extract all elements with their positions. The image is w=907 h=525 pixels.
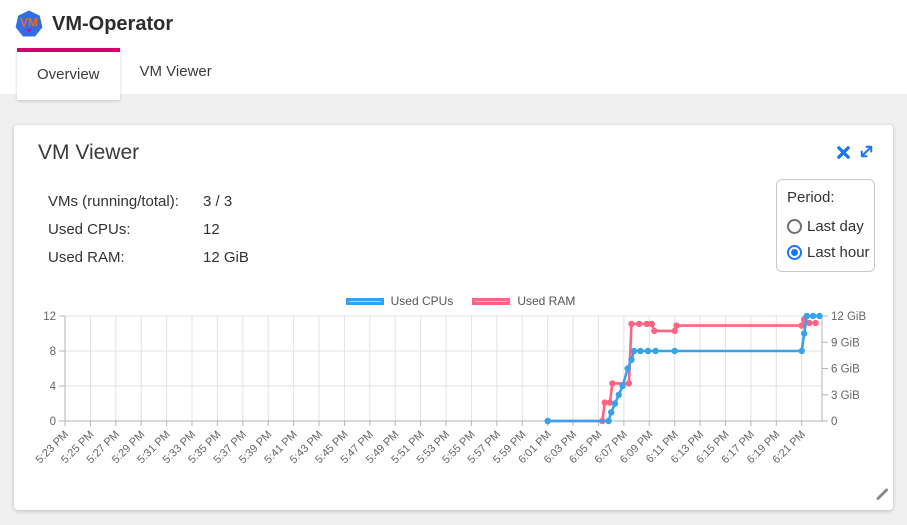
svg-text:12 GiB: 12 GiB	[831, 311, 866, 323]
legend-item-used-ram[interactable]: Used RAM	[472, 294, 575, 308]
logo-vm-text: VM	[20, 16, 38, 30]
vm-viewer-card: VM Viewer VMs (running/total): 3 / 3 Used …	[14, 125, 893, 510]
stat-label: Used RAM:	[48, 248, 125, 266]
period-options: Last day Last hour	[787, 213, 874, 265]
vm-stats: VMs (running/total): 3 / 3 Used CPUs: 12 Use…	[48, 187, 249, 271]
radio-checked-icon[interactable]	[787, 244, 802, 260]
stat-value: 12 GiB	[203, 248, 249, 266]
period-radio-group: Period: Last day Last hour	[776, 179, 875, 272]
resize-handle-icon[interactable]	[874, 486, 890, 502]
stat-value: 3 / 3	[203, 192, 233, 210]
svg-text:9 GiB: 9 GiB	[831, 337, 860, 349]
usage-chart[interactable]: 5:23 PM5:25 PM5:27 PM5:29 PM5:31 PM5:33 …	[28, 306, 894, 484]
expand-icon[interactable]	[858, 143, 875, 160]
legend-swatch-icon	[472, 297, 511, 305]
radio-label: Last hour	[807, 243, 870, 261]
app-title: VM-Operator	[52, 12, 174, 35]
tab-bar: Overview VM Viewer	[0, 48, 907, 100]
stat-value: 12	[203, 220, 220, 238]
stat-row: Used CPUs: 12	[48, 215, 249, 243]
radio-label: Last day	[807, 217, 864, 235]
stat-row: Used RAM: 12 GiB	[48, 243, 249, 271]
legend-label: Used CPUs	[390, 294, 454, 308]
svg-text:8: 8	[50, 346, 56, 358]
svg-text:0: 0	[831, 416, 837, 428]
logo-caret	[26, 29, 32, 33]
svg-text:0: 0	[50, 416, 56, 428]
radio-unchecked-icon[interactable]	[787, 218, 802, 234]
svg-text:12: 12	[43, 311, 56, 323]
radio-last-day[interactable]: Last day	[787, 213, 874, 239]
legend-label: Used RAM	[517, 294, 576, 308]
legend-swatch-icon	[345, 297, 384, 305]
svg-text:6 GiB: 6 GiB	[831, 364, 860, 376]
card-title: VM Viewer	[38, 141, 140, 164]
tab-vm-viewer[interactable]: VM Viewer	[120, 48, 232, 95]
svg-text:3 GiB: 3 GiB	[831, 390, 860, 402]
stat-row: VMs (running/total): 3 / 3	[48, 187, 249, 215]
vm-operator-logo-icon: VM	[15, 10, 43, 37]
radio-last-hour[interactable]: Last hour	[787, 239, 874, 265]
logo-heptagon	[15, 10, 43, 37]
legend-item-used-cpus[interactable]: Used CPUs	[345, 294, 454, 308]
stat-label: VMs (running/total):	[48, 192, 179, 210]
stat-label: Used CPUs:	[48, 220, 131, 238]
app-header: VM VM-Operator	[0, 0, 907, 48]
close-icon[interactable]	[836, 145, 851, 160]
tab-label: VM Viewer	[139, 63, 212, 80]
chart-legend: Used CPUs Used RAM	[14, 292, 893, 310]
svg-text:4: 4	[50, 381, 57, 393]
tab-overview[interactable]: Overview	[17, 48, 120, 100]
tab-label: Overview	[37, 65, 100, 83]
period-label: Period:	[787, 189, 835, 206]
